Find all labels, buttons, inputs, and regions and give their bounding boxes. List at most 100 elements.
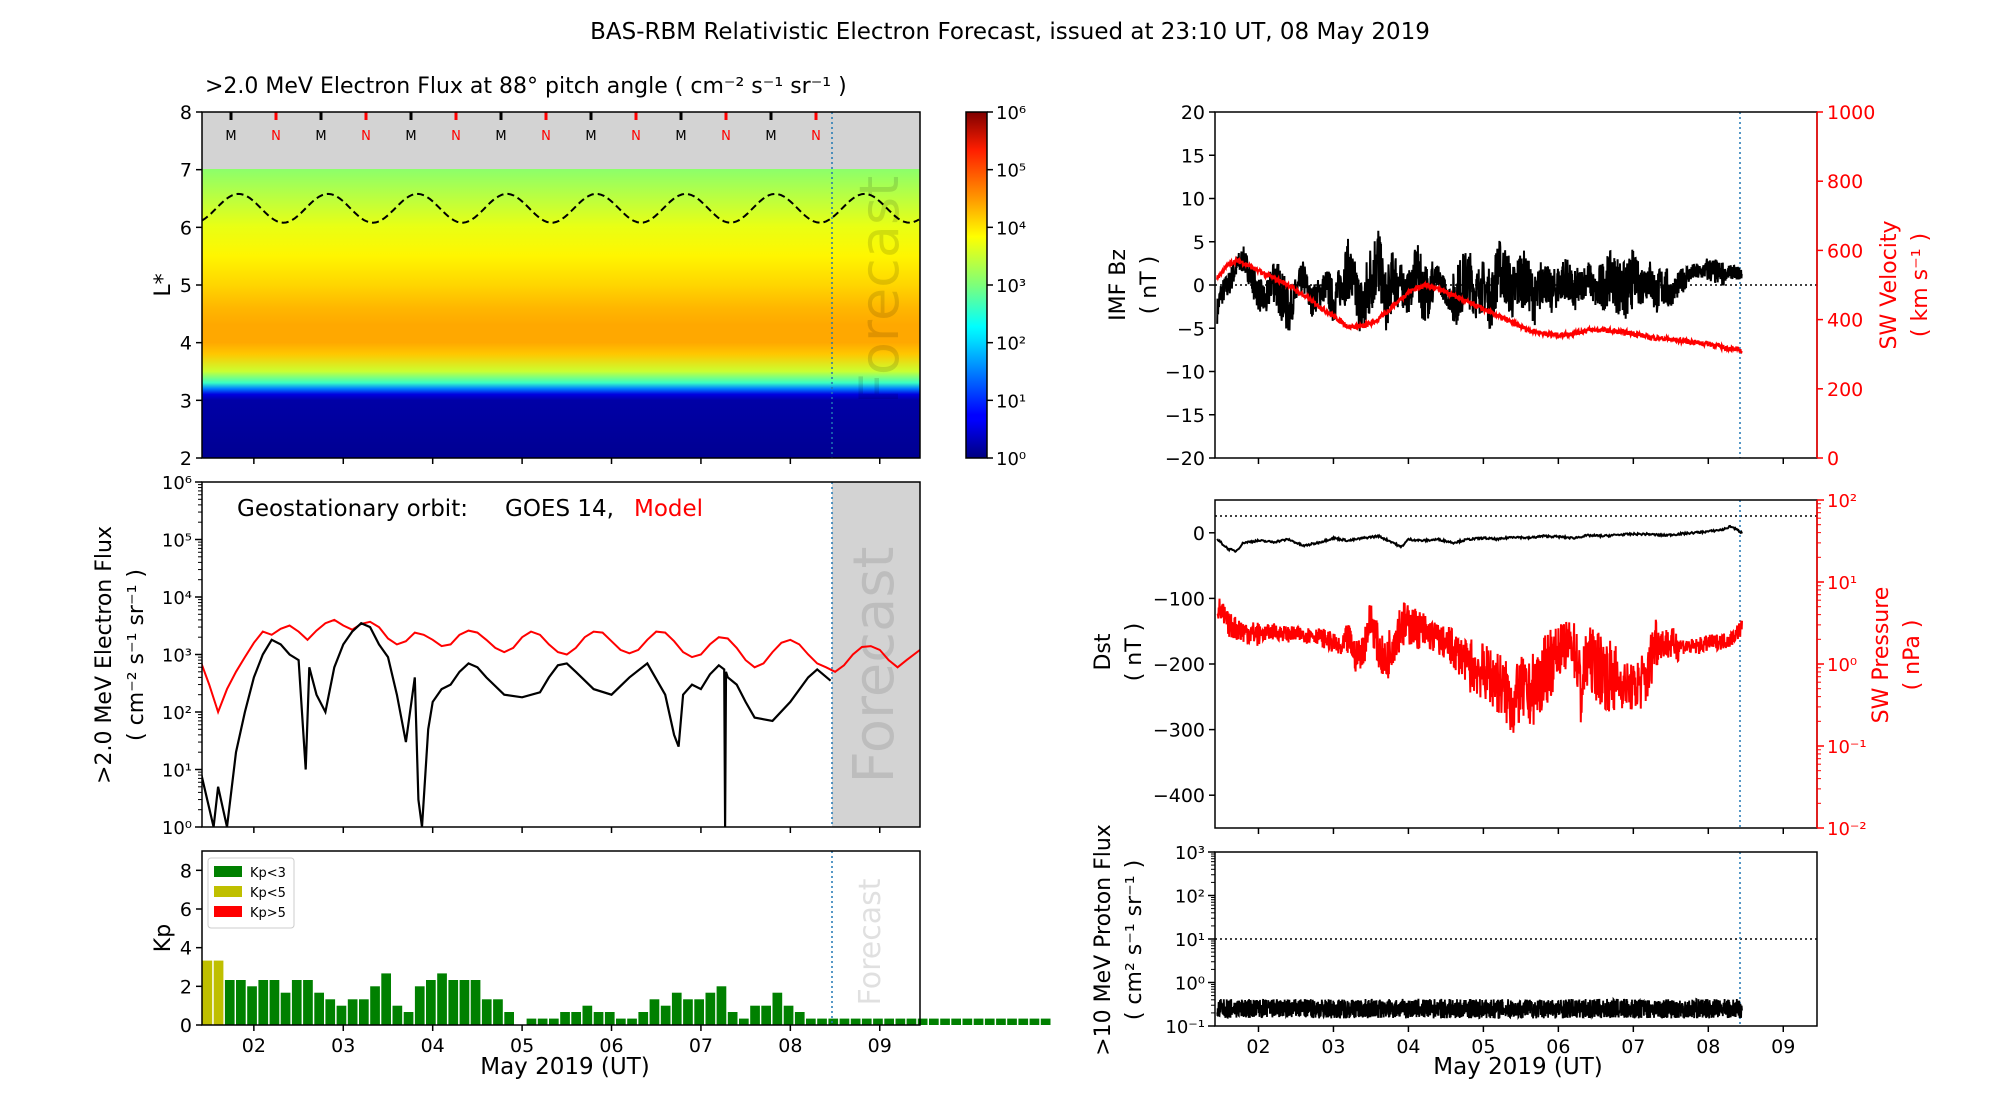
- kp-bar: [213, 960, 224, 1025]
- kp-bar: [336, 1005, 347, 1025]
- sw-velocity-label-line2: ( km s⁻¹ ): [1908, 233, 1933, 337]
- y-tick-label: 10⁵: [162, 531, 192, 552]
- kp-bar: [727, 1012, 738, 1025]
- kp-bar: [347, 999, 358, 1025]
- proton-ylabel-line1: >10 MeV Proton Flux: [1091, 824, 1116, 1056]
- kp-bar: [716, 986, 727, 1025]
- kp-bar: [884, 1018, 894, 1025]
- y-tick-label: 10⁴: [162, 588, 192, 609]
- kp-bar: [481, 999, 492, 1025]
- kp-bar: [940, 1018, 950, 1025]
- kp-bar: [448, 980, 459, 1025]
- y-tick-label: 10³: [162, 646, 192, 667]
- colorbar-tick-label: 10⁴: [996, 218, 1026, 239]
- colorbar-tick-label: 10³: [996, 276, 1026, 297]
- y2-tick-label: 10¹: [1827, 573, 1857, 594]
- y2-tick-label: 200: [1827, 379, 1863, 401]
- x-tick-label: 07: [689, 1035, 713, 1057]
- y-tick-label: −5: [1177, 318, 1205, 340]
- imf-bz-series-line: [1216, 230, 1743, 332]
- kp-bar: [537, 1018, 548, 1025]
- kp-bar: [828, 1018, 839, 1025]
- y-tick-label: 5: [180, 275, 192, 297]
- y-tick-label: 7: [180, 160, 192, 182]
- kp-bar: [403, 1012, 414, 1025]
- kp-bar: [593, 1012, 604, 1025]
- marker-label: N: [811, 129, 821, 144]
- y-tick-label: 5: [1193, 232, 1205, 254]
- geo-flux-legend: Geostationary orbit: GOES 14, Model: [237, 496, 703, 522]
- colorbar-tick-label: 10⁵: [996, 161, 1026, 182]
- kp-bar: [582, 1005, 593, 1025]
- marker-label: N: [361, 129, 371, 144]
- kp-bar: [638, 1012, 649, 1025]
- y-tick-label: 10²: [162, 703, 192, 724]
- kp-bar: [917, 1018, 928, 1025]
- proton-panel: >10 MeV Proton Flux ( cm² s⁻¹ sr⁻¹ ) 10⁻…: [1091, 824, 1818, 1058]
- proton-y-ticks: 10⁻¹ 10⁰ 10¹ 10² 10³: [1165, 843, 1215, 1038]
- kp-bar: [683, 999, 693, 1025]
- x-tick-label: 05: [510, 1035, 534, 1057]
- kp-bar: [839, 1018, 850, 1025]
- x-tick-label: 05: [1471, 1036, 1495, 1058]
- y-tick-label: 10¹: [1175, 930, 1205, 951]
- y-tick-label: −300: [1153, 720, 1205, 742]
- y-tick-label: 10³: [1175, 843, 1205, 864]
- colorbar-tick-label: 10⁶: [996, 103, 1026, 124]
- y-tick-label: −400: [1153, 785, 1205, 807]
- y2-tick-label: 400: [1827, 310, 1863, 332]
- y-tick-label: 10: [1181, 189, 1205, 211]
- y2-tick-label: 10⁻²: [1827, 819, 1867, 840]
- kp-frame: [201, 850, 921, 1026]
- sw-velocity-label-line1: SW Velocity: [1877, 220, 1902, 349]
- y-tick-label: 0: [1193, 275, 1205, 297]
- kp-bar: [996, 1018, 1006, 1025]
- kp-bar: [984, 1018, 995, 1025]
- y2-tick-label: 10⁻¹: [1827, 737, 1867, 758]
- y-tick-label: 3: [180, 390, 192, 412]
- legend-goes: GOES 14,: [505, 496, 614, 522]
- kp-bar: [850, 1018, 861, 1025]
- kp-bar: [247, 986, 257, 1025]
- kp-bar: [705, 992, 716, 1025]
- x-tick-label: 03: [331, 1035, 355, 1057]
- marker-label: N: [631, 129, 641, 144]
- y-tick-label: 6: [180, 217, 192, 239]
- x-tick-label: 09: [868, 1035, 892, 1057]
- kp-bar: [236, 980, 246, 1025]
- kp-bar: [426, 980, 436, 1025]
- y-tick-label: −200: [1153, 654, 1205, 676]
- kp-bar: [649, 999, 660, 1025]
- y2-tick-label: 0: [1827, 448, 1839, 470]
- kp-bar: [258, 980, 269, 1025]
- legend-prefix: Geostationary orbit:: [237, 496, 468, 522]
- y-tick-label: 0: [1193, 523, 1205, 545]
- kp-bar: [750, 1005, 760, 1025]
- kp-legend-swatch: [214, 906, 242, 917]
- kp-legend-label: Kp<3: [250, 866, 286, 881]
- model-series-line: [202, 618, 920, 715]
- y-tick-label: 2: [180, 976, 192, 998]
- kp-bar: [291, 980, 302, 1025]
- kp-bar: [694, 999, 704, 1025]
- kp-legend-label: Kp<5: [250, 886, 286, 901]
- sw-pressure-y-ticks: 10⁻² 10⁻¹ 10⁰ 10¹ 10²: [1817, 491, 1867, 840]
- sw-pressure-label-line1: SW Pressure: [1869, 587, 1894, 724]
- x-tick-label: 03: [1321, 1036, 1345, 1058]
- kp-bar: [806, 1018, 816, 1025]
- kp-bar: [616, 1018, 626, 1025]
- marker-label: N: [541, 129, 551, 144]
- y-tick-label: 8: [180, 102, 192, 124]
- marker-label: N: [451, 129, 461, 144]
- marker-label: M: [405, 129, 416, 144]
- kp-bar: [604, 1012, 615, 1025]
- dst-panel: Dst ( nT ) SW Pressure ( nPa ) −400−300−…: [1091, 491, 1925, 840]
- kp-bars: [202, 960, 1051, 1025]
- x-axis-label-left: May 2019 (UT): [480, 1054, 650, 1080]
- y-tick-label: −20: [1165, 448, 1205, 470]
- x-tick-label: 04: [421, 1035, 445, 1057]
- flux-map-forecast-label: Forecast: [848, 176, 911, 405]
